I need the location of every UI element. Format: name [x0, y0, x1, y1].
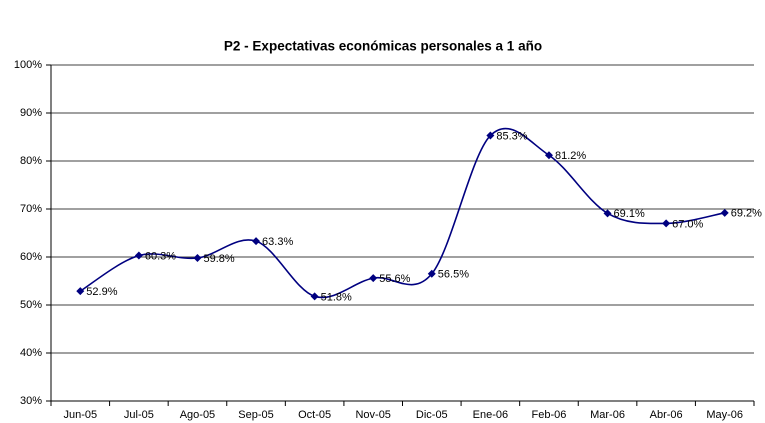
value-label: 81.2% — [555, 150, 586, 162]
marker — [603, 209, 612, 218]
chart-title: P2 - Expectativas económicas personales … — [224, 39, 542, 54]
marker — [486, 131, 495, 140]
value-label: 51.8% — [321, 291, 352, 303]
value-label: 55.6% — [379, 273, 410, 285]
y-tick-label: 60% — [20, 251, 42, 263]
y-tick-label: 70% — [20, 203, 42, 215]
marker — [720, 208, 729, 217]
x-tick-label: Jun-05 — [63, 409, 97, 421]
x-tick-label: Ene-06 — [473, 409, 508, 421]
marker — [544, 151, 553, 160]
value-label: 67.0% — [672, 218, 703, 230]
y-tick-label: 80% — [20, 155, 42, 167]
marker — [252, 237, 261, 246]
x-tick-label: Dic-05 — [416, 409, 448, 421]
marker — [76, 287, 85, 296]
x-tick-label: Abr-06 — [650, 409, 683, 421]
y-tick-label: 50% — [20, 299, 42, 311]
x-tick-label: Oct-05 — [298, 409, 331, 421]
marker — [662, 219, 671, 228]
y-tick-label: 30% — [20, 395, 42, 407]
x-tick-label: Nov-05 — [355, 409, 390, 421]
value-label: 56.5% — [438, 269, 469, 281]
marker — [193, 253, 202, 262]
marker — [369, 274, 378, 283]
y-tick-label: 90% — [20, 107, 42, 119]
x-tick-label: Ago-05 — [180, 409, 215, 421]
x-tick-label: May-06 — [706, 409, 743, 421]
value-label: 63.3% — [262, 236, 293, 248]
value-label: 85.3% — [496, 130, 527, 142]
marker — [134, 251, 143, 260]
value-label: 59.8% — [203, 253, 234, 265]
value-label: 52.9% — [86, 286, 117, 298]
value-label: 69.2% — [731, 208, 762, 220]
x-tick-label: Sep-05 — [238, 409, 273, 421]
marker — [427, 269, 436, 278]
y-tick-label: 40% — [20, 347, 42, 359]
value-label: 60.3% — [145, 250, 176, 262]
value-label: 69.1% — [614, 208, 645, 220]
y-tick-label: 100% — [14, 59, 42, 71]
marker — [310, 292, 319, 301]
x-tick-label: Jul-05 — [124, 409, 154, 421]
x-tick-label: Mar-06 — [590, 409, 625, 421]
x-tick-label: Feb-06 — [532, 409, 567, 421]
